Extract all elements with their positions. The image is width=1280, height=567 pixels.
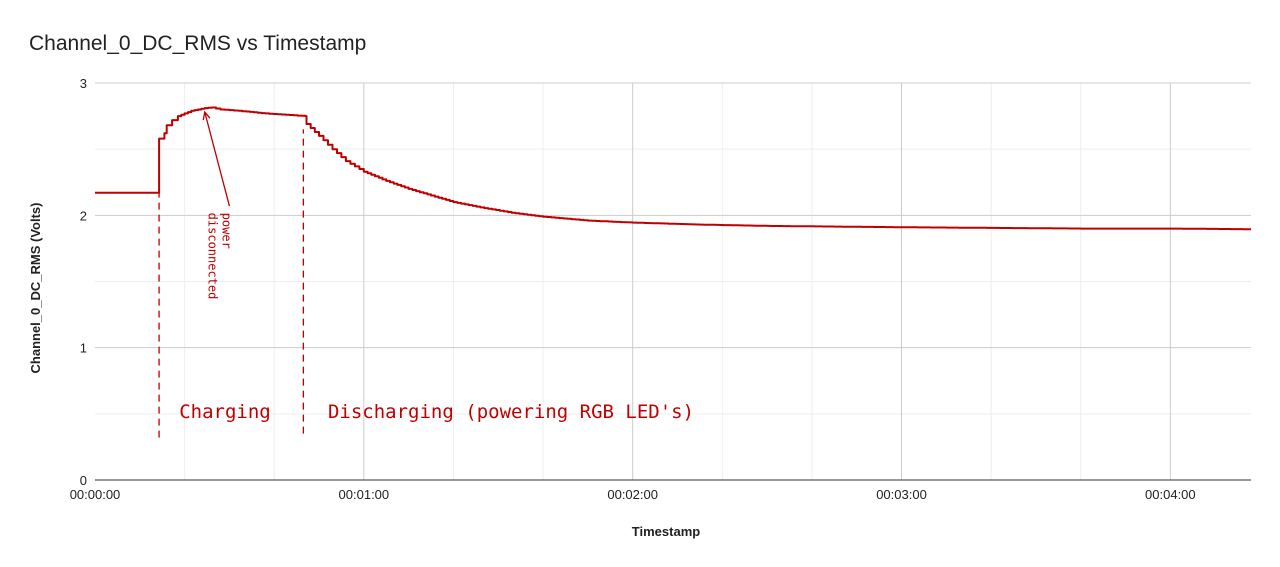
x-tick-label: 00:03:00 [876, 487, 927, 502]
x-axis-label: Timestamp [632, 524, 700, 539]
phase-markers [158, 129, 304, 438]
x-tick-label: 00:00:00 [70, 487, 121, 502]
y-tick-label: 1 [80, 341, 87, 356]
annotation-arrow-line [204, 111, 231, 207]
chart-title: Channel_0_DC_RMS vs Timestamp [29, 32, 366, 55]
x-tick-label: 00:04:00 [1145, 487, 1196, 502]
annotation-power-disconnected: disconnected [206, 213, 220, 300]
grid [95, 82, 1251, 480]
series-line [95, 106, 1251, 231]
y-tick-label: 2 [80, 208, 87, 223]
annotation-arrow-head [202, 110, 211, 121]
y-tick-label: 0 [80, 473, 87, 488]
y-axis-label: Channel_0_DC_RMS (Volts) [28, 203, 43, 374]
y-tick-label: 3 [80, 76, 87, 91]
annotation-power-disconnected: power [220, 213, 234, 249]
annotation-discharging: Discharging (powering RGB LED's) [328, 401, 694, 423]
x-tick-label: 00:02:00 [607, 487, 658, 502]
tick-labels: 0 1 2 3 00:00:00 00:01:00 00:02:00 00:03:00 00:0… [70, 76, 1196, 502]
annotation-charging: Charging [179, 401, 271, 423]
series-group [95, 106, 1251, 231]
x-tick-label: 00:01:00 [339, 487, 390, 502]
